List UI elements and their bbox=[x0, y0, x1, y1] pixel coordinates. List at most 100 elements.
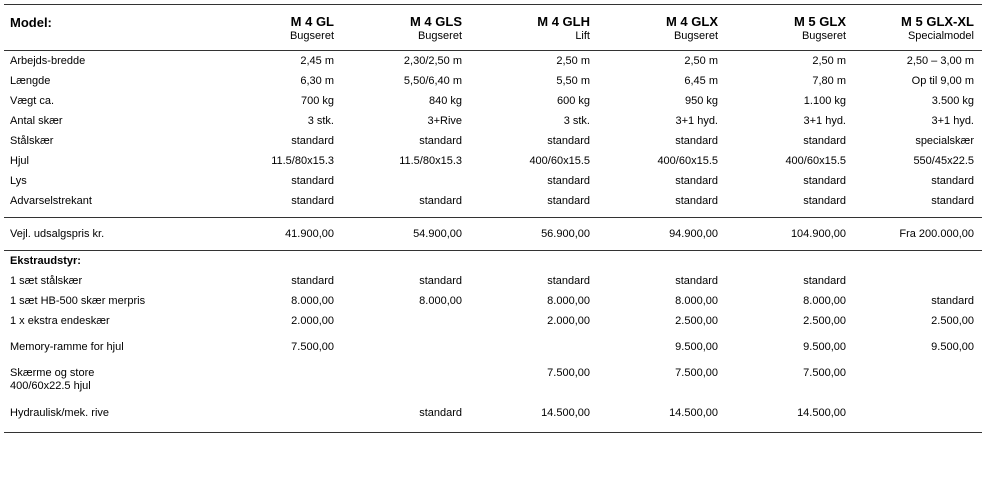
spec-value: 3+Rive bbox=[342, 111, 470, 131]
spec-value: 2,50 m bbox=[470, 51, 598, 72]
price-row: Vejl. udsalgspris kr.41.900,0054.900,005… bbox=[4, 218, 982, 251]
spec-row: Advarselstrekantstandardstandardstandard… bbox=[4, 191, 982, 218]
spec-value: Op til 9,00 m bbox=[854, 71, 982, 91]
spec-label: Længde bbox=[4, 71, 214, 91]
spec-value: 3.500 kg bbox=[854, 91, 982, 111]
extras-label: 1 sæt stålskær bbox=[4, 271, 214, 291]
spec-value: standard bbox=[854, 171, 982, 191]
spec-row: Længde6,30 m5,50/6,40 m5,50 m6,45 m7,80 … bbox=[4, 71, 982, 91]
extras-value: standard bbox=[214, 271, 342, 291]
extras-value: standard bbox=[342, 403, 470, 423]
model-header-0: M 4 GLBugseret bbox=[214, 5, 342, 51]
spec-value: standard bbox=[214, 191, 342, 218]
spec-value: 3+1 hyd. bbox=[726, 111, 854, 131]
extras-value: 8.000,00 bbox=[342, 291, 470, 311]
extras-value: 8.000,00 bbox=[598, 291, 726, 311]
extras-value: 2.000,00 bbox=[214, 311, 342, 331]
spec-row: Stålskærstandardstandardstandardstandard… bbox=[4, 131, 982, 151]
price-value: 54.900,00 bbox=[342, 218, 470, 251]
extras-row: Skærme og store400/60x22.5 hjul7.500,007… bbox=[4, 363, 982, 396]
extras-label: 1 x ekstra endeskær bbox=[4, 311, 214, 331]
extras-value bbox=[470, 337, 598, 357]
extras-value bbox=[854, 363, 982, 396]
spec-row: Vægt ca.700 kg840 kg600 kg950 kg1.100 kg… bbox=[4, 91, 982, 111]
spec-row: Hjul11.5/80x15.311.5/80x15.3400/60x15.54… bbox=[4, 151, 982, 171]
spec-value: standard bbox=[726, 191, 854, 218]
spec-value: 3+1 hyd. bbox=[598, 111, 726, 131]
extras-value: 2.500,00 bbox=[598, 311, 726, 331]
spec-value: standard bbox=[598, 131, 726, 151]
extras-value: 2.500,00 bbox=[854, 311, 982, 331]
price-value: 41.900,00 bbox=[214, 218, 342, 251]
model-header-4: M 5 GLXBugseret bbox=[726, 5, 854, 51]
extras-value: 14.500,00 bbox=[598, 403, 726, 423]
model-header-2: M 4 GLHLift bbox=[470, 5, 598, 51]
spec-value: standard bbox=[214, 131, 342, 151]
spec-row: Lysstandardstandardstandardstandardstand… bbox=[4, 171, 982, 191]
header-row: Model:M 4 GLBugseretM 4 GLSBugseretM 4 G… bbox=[4, 5, 982, 51]
extras-value: standard bbox=[470, 271, 598, 291]
extras-heading: Ekstraudstyr: bbox=[4, 251, 982, 272]
extras-value: standard bbox=[854, 291, 982, 311]
extras-row: 1 sæt HB-500 skær merpris8.000,008.000,0… bbox=[4, 291, 982, 311]
spec-value: 600 kg bbox=[470, 91, 598, 111]
extras-value: 7.500,00 bbox=[214, 337, 342, 357]
price-value: Fra 200.000,00 bbox=[854, 218, 982, 251]
extras-value bbox=[214, 363, 342, 396]
spec-value: 400/60x15.5 bbox=[726, 151, 854, 171]
spec-value: standard bbox=[854, 191, 982, 218]
extras-value bbox=[854, 403, 982, 423]
spec-value: 2,30/2,50 m bbox=[342, 51, 470, 72]
spec-label: Advarselstrekant bbox=[4, 191, 214, 218]
spec-value: 400/60x15.5 bbox=[470, 151, 598, 171]
extras-value bbox=[342, 337, 470, 357]
spec-value: 400/60x15.5 bbox=[598, 151, 726, 171]
spec-value bbox=[342, 171, 470, 191]
extras-label: Hydraulisk/mek. rive bbox=[4, 403, 214, 423]
spec-value: standard bbox=[342, 191, 470, 218]
extras-value: 14.500,00 bbox=[726, 403, 854, 423]
extras-label: Skærme og store400/60x22.5 hjul bbox=[4, 363, 214, 396]
extras-value: 9.500,00 bbox=[726, 337, 854, 357]
spec-value: 6,45 m bbox=[598, 71, 726, 91]
model-header-3: M 4 GLXBugseret bbox=[598, 5, 726, 51]
spec-value: standard bbox=[726, 171, 854, 191]
extras-value: 7.500,00 bbox=[726, 363, 854, 396]
extras-value: 8.000,00 bbox=[726, 291, 854, 311]
model-header-5: M 5 GLX-XLSpecialmodel bbox=[854, 5, 982, 51]
spec-value: standard bbox=[726, 131, 854, 151]
spec-value: specialskær bbox=[854, 131, 982, 151]
spec-row: Antal skær3 stk.3+Rive3 stk.3+1 hyd.3+1 … bbox=[4, 111, 982, 131]
spec-value: 1.100 kg bbox=[726, 91, 854, 111]
spec-value: 950 kg bbox=[598, 91, 726, 111]
extras-row: Hydraulisk/mek. rive standard 14.500,0014.… bbox=[4, 403, 982, 423]
extras-value: standard bbox=[598, 271, 726, 291]
extras-row: 1 x ekstra endeskær2.000,002.000,002.500… bbox=[4, 311, 982, 331]
spec-value: standard bbox=[598, 171, 726, 191]
spec-label: Arbejds-bredde bbox=[4, 51, 214, 72]
spec-value: 2,45 m bbox=[214, 51, 342, 72]
extras-value bbox=[342, 311, 470, 331]
spec-value: 5,50 m bbox=[470, 71, 598, 91]
spec-value: 11.5/80x15.3 bbox=[342, 151, 470, 171]
header-label: Model: bbox=[4, 5, 214, 51]
extras-row: 1 sæt stålskærstandardstandardstandardst… bbox=[4, 271, 982, 291]
extras-label: Memory-ramme for hjul bbox=[4, 337, 214, 357]
spec-value: 6,30 m bbox=[214, 71, 342, 91]
spec-label: Antal skær bbox=[4, 111, 214, 131]
spec-value: standard bbox=[470, 131, 598, 151]
extras-value: 9.500,00 bbox=[598, 337, 726, 357]
spec-value: standard bbox=[470, 171, 598, 191]
price-label: Vejl. udsalgspris kr. bbox=[4, 218, 214, 251]
extras-row: Memory-ramme for hjul7.500,00 9.500,009.5… bbox=[4, 337, 982, 357]
spec-value: 2,50 – 3,00 m bbox=[854, 51, 982, 72]
spec-value: 2,50 m bbox=[598, 51, 726, 72]
spec-table: Model:M 4 GLBugseretM 4 GLSBugseretM 4 G… bbox=[4, 4, 982, 433]
spec-row: Arbejds-bredde2,45 m2,30/2,50 m2,50 m2,5… bbox=[4, 51, 982, 72]
extras-value: 2.000,00 bbox=[470, 311, 598, 331]
spec-label: Lys bbox=[4, 171, 214, 191]
spec-value: 840 kg bbox=[342, 91, 470, 111]
spec-value: standard bbox=[342, 131, 470, 151]
spec-value: 5,50/6,40 m bbox=[342, 71, 470, 91]
price-value: 94.900,00 bbox=[598, 218, 726, 251]
